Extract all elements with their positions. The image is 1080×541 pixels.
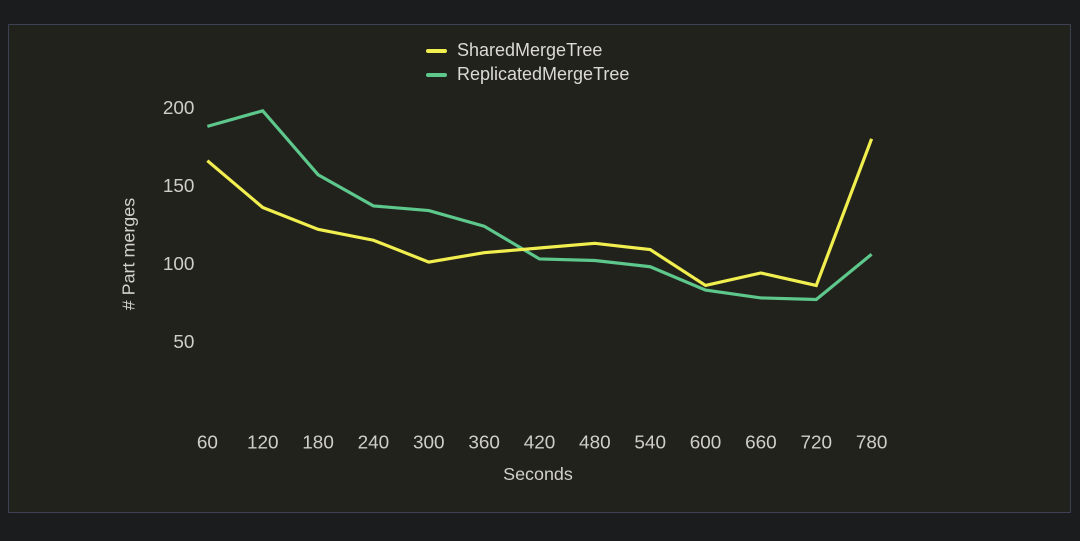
merge-chart: 50 100 150 200 60 120 180 240 300 360 420 480 540 600… [119, 98, 888, 484]
y-tick-label: 150 [163, 176, 195, 197]
series-line-sharedmergetree [206, 138, 874, 288]
x-tick-label: 720 [800, 432, 832, 453]
y-tick-label: 100 [163, 254, 195, 275]
x-tick-label: 360 [468, 432, 500, 453]
legend-swatch-replicatedmergetree-icon [426, 72, 447, 77]
chart-legend: SharedMergeTree ReplicatedMergeTree [426, 39, 629, 86]
x-tick-label: 540 [634, 432, 666, 453]
y-tick-label: 50 [173, 332, 194, 353]
x-tick-label: 660 [745, 432, 777, 453]
x-tick-label: 480 [579, 432, 611, 453]
x-tick-label: 60 [197, 432, 218, 453]
series-line-replicatedmergetree [206, 108, 873, 302]
x-tick-label: 780 [856, 432, 888, 453]
x-tick-label: 600 [690, 432, 722, 453]
legend-label-sharedmergetree: SharedMergeTree [457, 40, 603, 60]
legend-swatch-sharedmergetree-icon [426, 48, 447, 53]
legend-item-replicatedmergetree[interactable]: ReplicatedMergeTree [426, 63, 629, 86]
y-axis-title: # Part merges [119, 198, 139, 311]
x-tick-label: 420 [524, 432, 556, 453]
x-tick-label: 240 [358, 432, 390, 453]
x-axis-title: Seconds [503, 464, 573, 484]
legend-item-sharedmergetree[interactable]: SharedMergeTree [426, 39, 629, 62]
x-tick-label: 300 [413, 432, 445, 453]
y-tick-label: 200 [163, 98, 195, 119]
x-tick-label: 120 [247, 432, 279, 453]
x-tick-label: 180 [302, 432, 334, 453]
chart-panel: 50 100 150 200 60 120 180 240 300 360 420 480 540 600… [8, 24, 1071, 513]
legend-label-replicatedmergetree: ReplicatedMergeTree [457, 64, 630, 84]
